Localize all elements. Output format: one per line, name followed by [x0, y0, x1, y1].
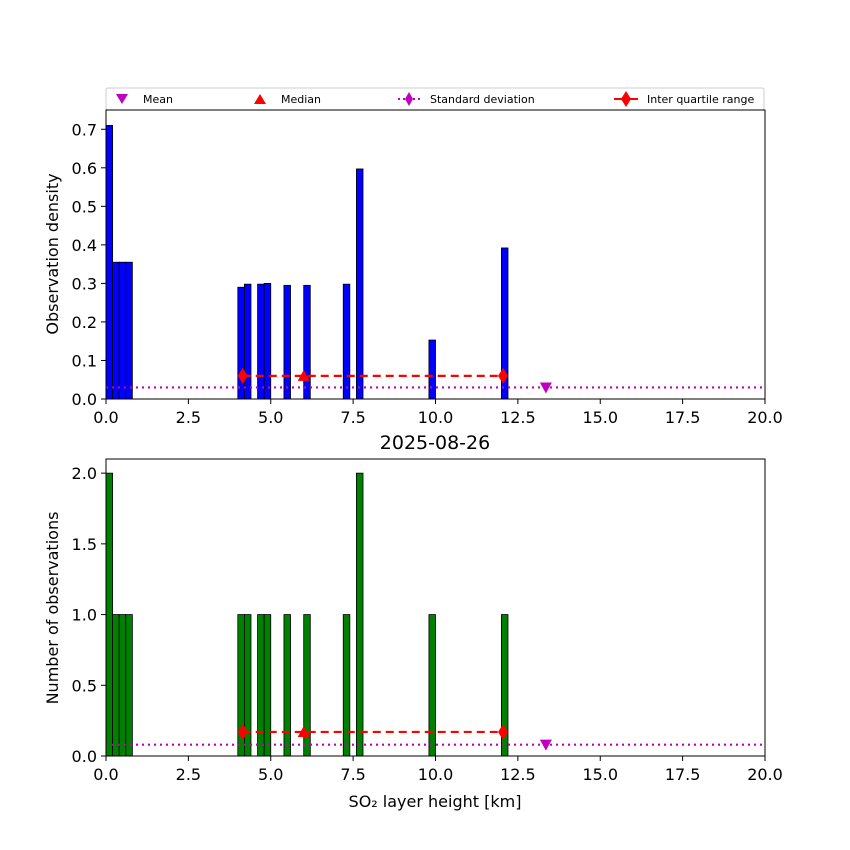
histogram-bar: [257, 614, 265, 757]
x-tick-label: 2.5: [176, 408, 201, 427]
histogram-bar: [303, 284, 311, 400]
x-tick-label: 5.0: [258, 765, 283, 784]
histogram-bar: [428, 614, 436, 757]
legend-label-median: Median: [281, 93, 321, 106]
histogram-bar: [342, 614, 351, 757]
iqr-marker-icon: [621, 91, 631, 107]
top-y-axis-label: Observation density: [43, 173, 62, 334]
mean-marker: [539, 382, 552, 394]
mean-marker: [539, 739, 552, 751]
histogram-bar: [112, 261, 120, 400]
y-tick-label: 0.2: [72, 313, 97, 332]
bottom-x-ticks: 0.0 2.5 5.0 7.5 10.0 12.5 15.0 17.5 20.0: [93, 756, 783, 784]
chart-top: 0.0 2.5 5.0 7.5 10.0 12.5 15.0 17.5 20.0 0.00.10…: [43, 109, 783, 427]
y-tick-label: 0.5: [72, 197, 97, 216]
legend-item-mean: Mean: [116, 93, 173, 106]
y-tick-label: 0.3: [72, 274, 97, 293]
legend-item-median: Median: [254, 93, 321, 106]
histogram-bar: [263, 614, 272, 757]
x-tick-label: 12.5: [500, 408, 536, 427]
y-tick-label: 0.0: [72, 390, 97, 409]
median-marker: [297, 725, 310, 737]
legend-item-iqr: Inter quartile range: [614, 91, 754, 107]
bottom-bars: [105, 472, 509, 757]
x-tick-label: 0.0: [93, 765, 118, 784]
y-tick-label: 1.0: [72, 606, 97, 625]
x-tick-label: 10.0: [418, 408, 454, 427]
y-tick-label: 2.0: [72, 464, 97, 483]
histogram-bar: [105, 125, 113, 400]
x-tick-label: 2.5: [176, 765, 201, 784]
histogram-bar: [112, 614, 120, 757]
x-tick-label: 17.5: [665, 765, 701, 784]
histogram-bar: [342, 283, 351, 400]
top-x-ticks: 0.0 2.5 5.0 7.5 10.0 12.5 15.0 17.5 20.0: [93, 399, 783, 427]
bottom-x-axis-label: SO₂ layer height [km]: [349, 792, 522, 811]
histogram-bar: [356, 472, 364, 757]
bottom-y-axis-label: Number of observations: [43, 512, 62, 705]
y-tick-label: 0.4: [72, 236, 97, 255]
histogram-bar: [263, 282, 272, 400]
mean-marker-icon: [116, 94, 128, 104]
histogram-bar: [125, 261, 133, 400]
histogram-bar: [428, 339, 436, 400]
bottom-chart-title: 2025-08-26: [380, 432, 490, 454]
std-marker-icon: [405, 92, 413, 106]
x-tick-label: 10.0: [418, 765, 454, 784]
histogram-bar: [125, 614, 133, 757]
x-tick-label: 17.5: [665, 408, 701, 427]
legend-label-mean: Mean: [143, 93, 173, 106]
iqr-marker: [498, 723, 509, 740]
histogram-bar: [283, 284, 291, 400]
histogram-bar: [105, 472, 113, 757]
iqr-marker: [237, 723, 248, 740]
y-tick-label: 1.5: [72, 535, 97, 554]
histogram-bar: [118, 614, 127, 757]
chart-bottom: 2025-08-26 0.0 2.5 5.0 7.5 10.0 12.5 15.0 17.5 2…: [43, 432, 783, 811]
x-tick-label: 7.5: [340, 765, 365, 784]
y-tick-label: 0.0: [72, 747, 97, 766]
x-tick-label: 15.0: [582, 765, 618, 784]
x-tick-label: 20.0: [747, 765, 783, 784]
top-y-ticks: 0.0 0.1 0.2 0.3 0.4 0.5 0.6 0.7: [72, 120, 106, 409]
x-tick-label: 7.5: [340, 408, 365, 427]
x-tick-label: 0.0: [93, 408, 118, 427]
y-tick-label: 0.1: [72, 351, 97, 370]
y-tick-label: 0.5: [72, 676, 97, 695]
histogram-bar: [118, 261, 127, 400]
y-tick-label: 0.7: [72, 120, 97, 139]
top-stat-overlay: [106, 367, 765, 394]
x-tick-label: 15.0: [582, 408, 618, 427]
legend-label-std: Standard deviation: [430, 93, 535, 106]
histogram-bar: [243, 283, 252, 400]
median-marker-icon: [254, 94, 266, 104]
legend-item-std: Standard deviation: [398, 92, 535, 106]
iqr-marker: [498, 367, 509, 384]
iqr-marker: [237, 367, 248, 384]
x-tick-label: 12.5: [500, 765, 536, 784]
bottom-stat-overlay: [106, 723, 765, 751]
histogram-bar: [356, 168, 364, 400]
legend: Mean Median Standard deviation Inter qua…: [105, 87, 765, 111]
y-tick-label: 0.6: [72, 159, 97, 178]
median-marker: [297, 369, 310, 381]
legend-label-iqr: Inter quartile range: [647, 93, 754, 106]
histogram-bar: [283, 614, 291, 757]
x-tick-label: 5.0: [258, 408, 283, 427]
x-tick-label: 20.0: [747, 408, 783, 427]
top-bars: [105, 125, 509, 400]
histogram-bar: [257, 283, 265, 400]
bottom-y-ticks: 0.0 0.5 1.0 1.5 2.0: [72, 464, 106, 766]
